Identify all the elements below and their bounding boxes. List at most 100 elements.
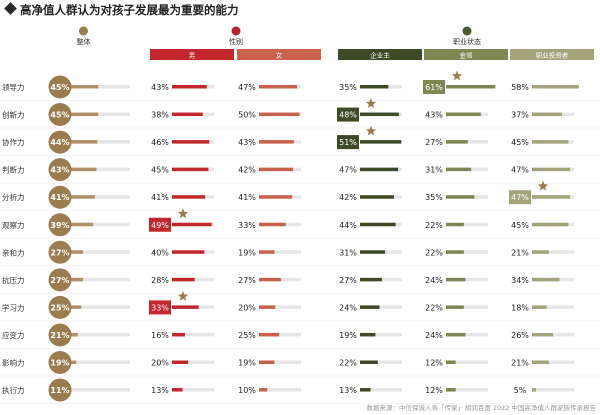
value-track	[259, 305, 301, 309]
value-label: 27%	[339, 276, 357, 285]
value-label: 33%	[238, 221, 256, 230]
value-bar	[259, 250, 275, 254]
value-bar	[360, 85, 389, 89]
overall-value: 19%	[50, 359, 69, 368]
row-8: 学习力 25% 33% 20% 24% 22% 18%	[0, 290, 600, 322]
overall-value: 21%	[50, 331, 69, 340]
series-header-label-2-1: 金领	[460, 51, 474, 60]
group-label-0: 整体	[77, 37, 91, 46]
group-dot-2	[462, 26, 472, 36]
value-bar	[259, 195, 293, 199]
overall-bar	[60, 85, 99, 89]
highlight-box	[149, 217, 171, 232]
value-label: 49%	[151, 221, 169, 230]
value-bar	[360, 112, 399, 117]
value-bar	[172, 167, 209, 172]
value-bar	[446, 222, 464, 227]
value-label: 12%	[425, 359, 443, 368]
value-label: 42%	[339, 193, 357, 202]
row-10: 影响力 19% 20% 19% 22% 12% 21%	[0, 351, 600, 377]
value-bar	[259, 305, 276, 309]
value-bar	[532, 222, 569, 227]
star-icon	[537, 180, 549, 191]
value-label: 34%	[511, 276, 529, 285]
value-bar	[259, 332, 280, 337]
value-label: 31%	[425, 166, 443, 175]
overall-value: 27%	[50, 248, 69, 257]
value-label: 61%	[425, 83, 443, 92]
highlight-box	[337, 135, 359, 150]
category-label: 应变力	[2, 330, 25, 340]
category-label: 创新力	[2, 110, 25, 120]
row-0: 领导力 45% 43% 47% 35% 61% 58%	[0, 70, 600, 101]
value-label: 35%	[339, 83, 357, 92]
value-bar	[259, 112, 300, 117]
overall-track	[60, 360, 130, 364]
overall-circle	[48, 213, 72, 237]
overall-bar	[60, 112, 99, 117]
value-label: 13%	[151, 386, 169, 395]
value-bar	[259, 360, 275, 364]
star-icon	[365, 98, 377, 108]
value-bar	[532, 167, 571, 172]
value-label: 5%	[514, 386, 527, 395]
value-bar	[172, 140, 210, 144]
value-label: 22%	[339, 359, 357, 368]
value-label: 12%	[425, 386, 443, 395]
value-label: 22%	[425, 248, 443, 257]
row-9: 应变力 21% 16% 25% 19% 24% 26%	[0, 323, 600, 349]
value-label: 33%	[151, 303, 169, 312]
overall-bar	[60, 195, 95, 199]
value-label: 16%	[151, 331, 169, 340]
value-label: 45%	[511, 138, 529, 147]
overall-circle	[48, 75, 72, 99]
value-bar	[360, 195, 395, 199]
value-label: 24%	[425, 331, 443, 340]
highlight-box	[149, 300, 171, 315]
value-label: 13%	[339, 386, 357, 395]
value-track	[446, 222, 488, 227]
value-label: 45%	[511, 221, 529, 230]
category-label: 判断力	[2, 165, 25, 175]
overall-track	[60, 250, 130, 254]
value-track	[446, 360, 488, 364]
value-bar	[446, 85, 496, 89]
value-bar	[532, 140, 569, 144]
value-track	[446, 388, 488, 392]
value-track	[360, 388, 402, 392]
overall-track	[60, 277, 130, 282]
overall-value: 45%	[50, 83, 69, 92]
value-label: 37%	[511, 111, 529, 120]
overall-track	[60, 388, 130, 392]
value-bar	[360, 277, 382, 282]
value-bar	[446, 277, 466, 282]
value-label: 44%	[339, 221, 357, 230]
row-5: 观察力 39% 49% 33% 44% 22% 45%	[0, 208, 600, 239]
value-track	[259, 332, 301, 337]
overall-circle	[48, 378, 72, 402]
value-bar	[446, 305, 464, 309]
value-track	[172, 360, 214, 364]
value-bar	[360, 140, 402, 144]
value-track	[360, 332, 402, 337]
value-bar	[360, 332, 376, 337]
group-dot-1	[231, 26, 241, 36]
value-bar	[446, 360, 456, 364]
category-label: 影响力	[2, 358, 25, 368]
value-bar	[532, 250, 550, 254]
group-dot-0	[79, 26, 88, 36]
highlight-box	[337, 107, 359, 122]
value-label: 10%	[238, 386, 256, 395]
category-label: 学习力	[2, 302, 25, 312]
value-label: 48%	[339, 111, 357, 120]
row-2: 协作力 44% 46% 43% 51% 27% 45%	[0, 125, 600, 156]
category-label: 观察力	[2, 220, 25, 230]
value-bar	[259, 222, 286, 227]
value-label: 47%	[238, 83, 256, 92]
value-label: 21%	[511, 248, 529, 257]
value-track	[532, 250, 574, 254]
value-bar	[360, 360, 378, 364]
value-bar	[360, 388, 371, 392]
overall-value: 44%	[50, 138, 69, 147]
